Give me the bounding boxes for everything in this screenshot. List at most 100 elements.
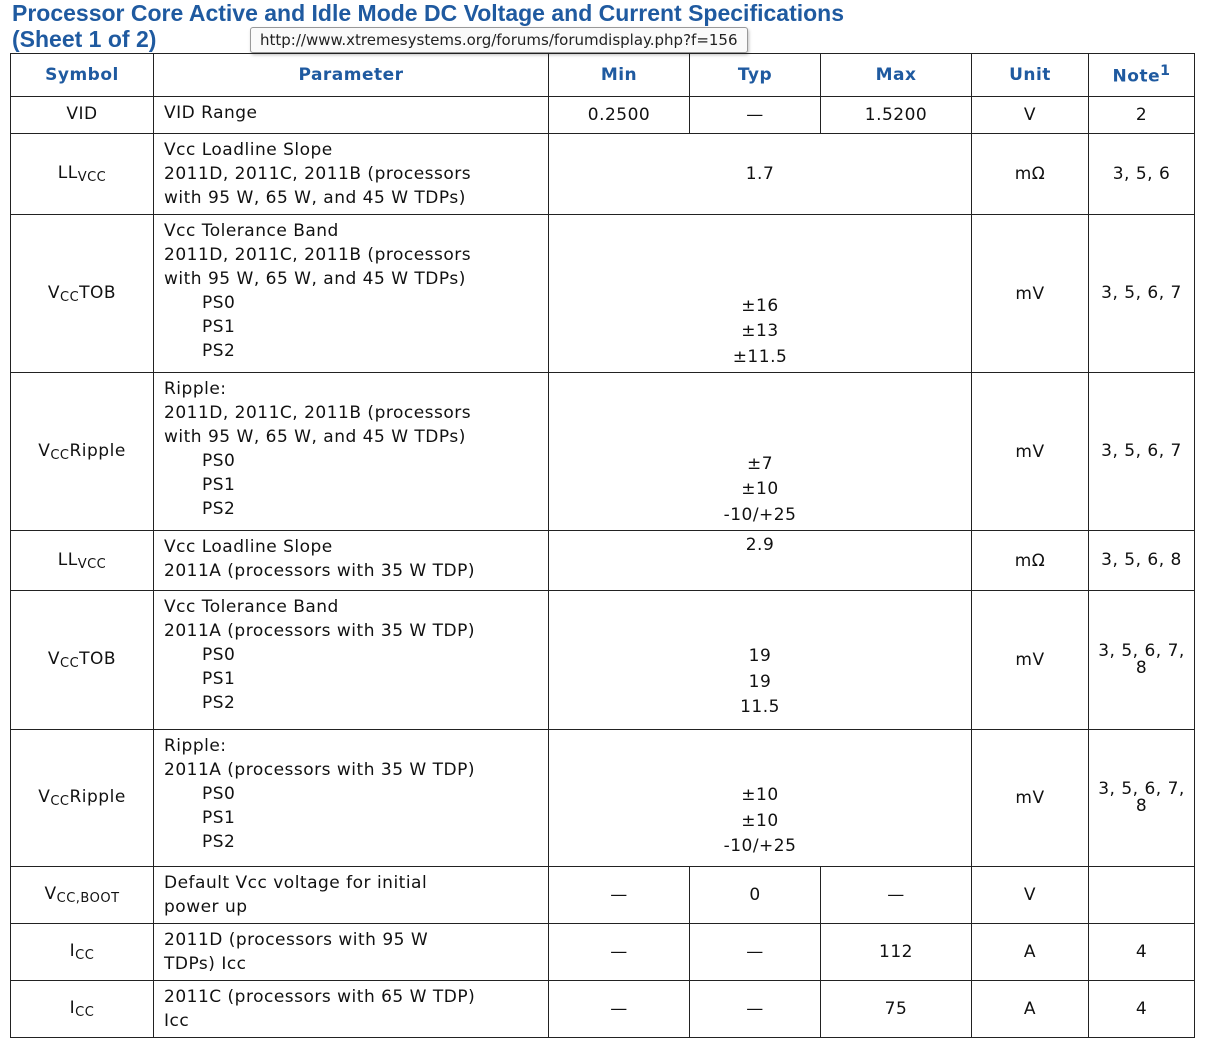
table-header-row: Symbol Parameter Min Typ Max Unit Note1: [10, 53, 1195, 97]
value-line: -10/+25: [723, 836, 797, 856]
typ-cell: —: [689, 96, 821, 134]
symbol-base: V: [44, 884, 57, 904]
typ-cell: 0: [689, 866, 821, 924]
symbol-tail: TOB: [79, 282, 117, 303]
max-cell: 1.5200: [820, 96, 972, 134]
typ-cell: —: [689, 980, 821, 1038]
value-line: [549, 732, 971, 758]
parameter-line: Vcc Tolerance Band: [164, 597, 339, 617]
parameter-line: Default Vcc voltage for initial: [164, 873, 428, 893]
parameter-cell: Default Vcc voltage for initial power up: [153, 866, 549, 924]
symbol-base: VID: [66, 104, 98, 124]
header-note: Note1: [1088, 53, 1195, 97]
parameter-line: 2011D, 2011C, 2011B (processors: [164, 403, 472, 423]
parameter-line: Vcc Loadline Slope: [164, 537, 333, 557]
parameter-line: PS2: [202, 499, 236, 519]
symbol-tail: Ripple: [69, 440, 126, 461]
header-typ: Typ: [689, 53, 821, 97]
symbol-sub: CC: [50, 794, 70, 809]
table-row: LLVCC Vcc Loadline Slope 2011A (processors…: [10, 530, 1195, 591]
symbol-cell: VCCTOB: [10, 590, 154, 730]
symbol-cell: VCCTOB: [10, 214, 154, 373]
symbol-sub: CC: [75, 1005, 95, 1020]
unit-cell: mΩ: [971, 133, 1089, 215]
page-title: Processor Core Active and Idle Mode DC V…: [12, 0, 845, 26]
parameter-line: PS0: [202, 784, 236, 804]
header-parameter: Parameter: [153, 53, 549, 97]
header-symbol: Symbol: [10, 53, 154, 97]
parameter-line: 2011C (processors with 65 W TDP): [164, 987, 476, 1007]
symbol-sub: CC: [60, 656, 80, 671]
note-cell: 3, 5, 6: [1088, 133, 1195, 215]
parameter-line: Ripple:: [164, 379, 227, 399]
symbol-base: V: [47, 649, 61, 669]
symbol-cell: VCC,BOOT: [10, 866, 154, 924]
value-line: [549, 758, 971, 784]
link-tooltip: http://www.xtremesystems.org/forums/foru…: [250, 27, 748, 53]
parameter-line: Icc: [164, 1011, 190, 1031]
parameter-line: 2011D, 2011C, 2011B (processors: [164, 164, 472, 184]
value-span-cell: ±16 ±13 ±11.5: [548, 214, 972, 373]
page-subtitle: (Sheet 1 of 2): [12, 26, 157, 52]
symbol-tail: TOB: [79, 649, 117, 669]
symbol-base: V: [47, 282, 61, 303]
unit-cell: mV: [971, 729, 1089, 867]
value-span-cell: 1.7: [548, 133, 972, 215]
value-line: 11.5: [740, 697, 780, 717]
value-span-cell: 2.9: [548, 530, 972, 591]
unit-cell: mV: [971, 372, 1089, 531]
unit-cell: V: [971, 866, 1089, 924]
header-max: Max: [820, 53, 972, 97]
unit-cell: V: [971, 96, 1089, 134]
symbol-cell: VCCRipple: [10, 729, 154, 867]
table-row: LLVCC Vcc Loadline Slope 2011D, 2011C, 201…: [10, 133, 1195, 215]
unit-cell: mV: [971, 214, 1089, 373]
symbol-base: I: [69, 998, 76, 1018]
parameter-line: PS2: [202, 341, 236, 361]
unit-cell: mΩ: [971, 530, 1089, 591]
parameter-line: with 95 W, 65 W, and 45 W TDPs): [164, 188, 466, 208]
value-line: ±7: [746, 453, 774, 474]
note-cell: 3, 5, 6, 7: [1088, 214, 1195, 373]
value-span-cell: ±7 ±10 -10/+25: [548, 372, 972, 531]
symbol-sub: VCC: [77, 170, 107, 185]
value-line: 19: [748, 671, 772, 692]
value-line: [549, 375, 971, 401]
table-row: VCC,BOOT Default Vcc voltage for initial p…: [10, 866, 1195, 924]
symbol-cell: LLVCC: [10, 530, 154, 591]
value-line: ±10: [741, 810, 779, 831]
parameter-line: VID Range: [164, 103, 258, 123]
parameter-line: Vcc Loadline Slope: [164, 140, 333, 160]
value-line: ±11.5: [732, 346, 788, 367]
note-cell: 4: [1088, 923, 1195, 981]
spec-table: Symbol Parameter Min Typ Max Unit Note1 …: [10, 53, 1195, 1038]
table-row: VCCRipple Ripple: 2011D, 2011C, 2011B (pro…: [10, 372, 1195, 531]
table-row: VCCTOB Vcc Tolerance Band 2011A (processor…: [10, 590, 1195, 730]
unit-cell: mV: [971, 590, 1089, 730]
symbol-base: I: [69, 941, 76, 961]
value-line: 1.7: [745, 163, 775, 184]
max-cell: —: [820, 866, 972, 924]
parameter-cell: 2011D (processors with 95 W TDPs) Icc: [153, 923, 549, 981]
typ-cell: —: [689, 923, 821, 981]
value-line: [549, 217, 971, 243]
symbol-base: V: [38, 440, 51, 461]
parameter-cell: Vcc Loadline Slope 2011D, 2011C, 2011B (p…: [153, 133, 549, 215]
symbol-cell: VCCRipple: [10, 372, 154, 531]
unit-cell: A: [971, 923, 1089, 981]
parameter-line: PS2: [202, 693, 236, 713]
parameter-cell: Vcc Loadline Slope 2011A (processors with…: [153, 530, 549, 591]
parameter-line: Ripple:: [164, 736, 227, 756]
parameter-line: PS0: [202, 293, 236, 313]
table-row: VCCTOB Vcc Tolerance Band 2011D, 2011C, 20…: [10, 214, 1195, 373]
min-cell: —: [548, 923, 690, 981]
parameter-line: 2011A (processors with 35 W TDP): [164, 760, 475, 780]
parameter-line: power up: [164, 897, 248, 917]
parameter-cell: Ripple: 2011D, 2011C, 2011B (processors wi…: [153, 372, 549, 531]
value-span-cell: ±10 ±10 -10/+25: [548, 729, 972, 867]
header-min: Min: [548, 53, 690, 97]
symbol-sub: CC,BOOT: [56, 891, 120, 906]
value-line: ±16: [741, 295, 779, 316]
parameter-line: PS0: [202, 645, 236, 665]
parameter-line: 2011A (processors with 35 W TDP): [164, 621, 475, 641]
